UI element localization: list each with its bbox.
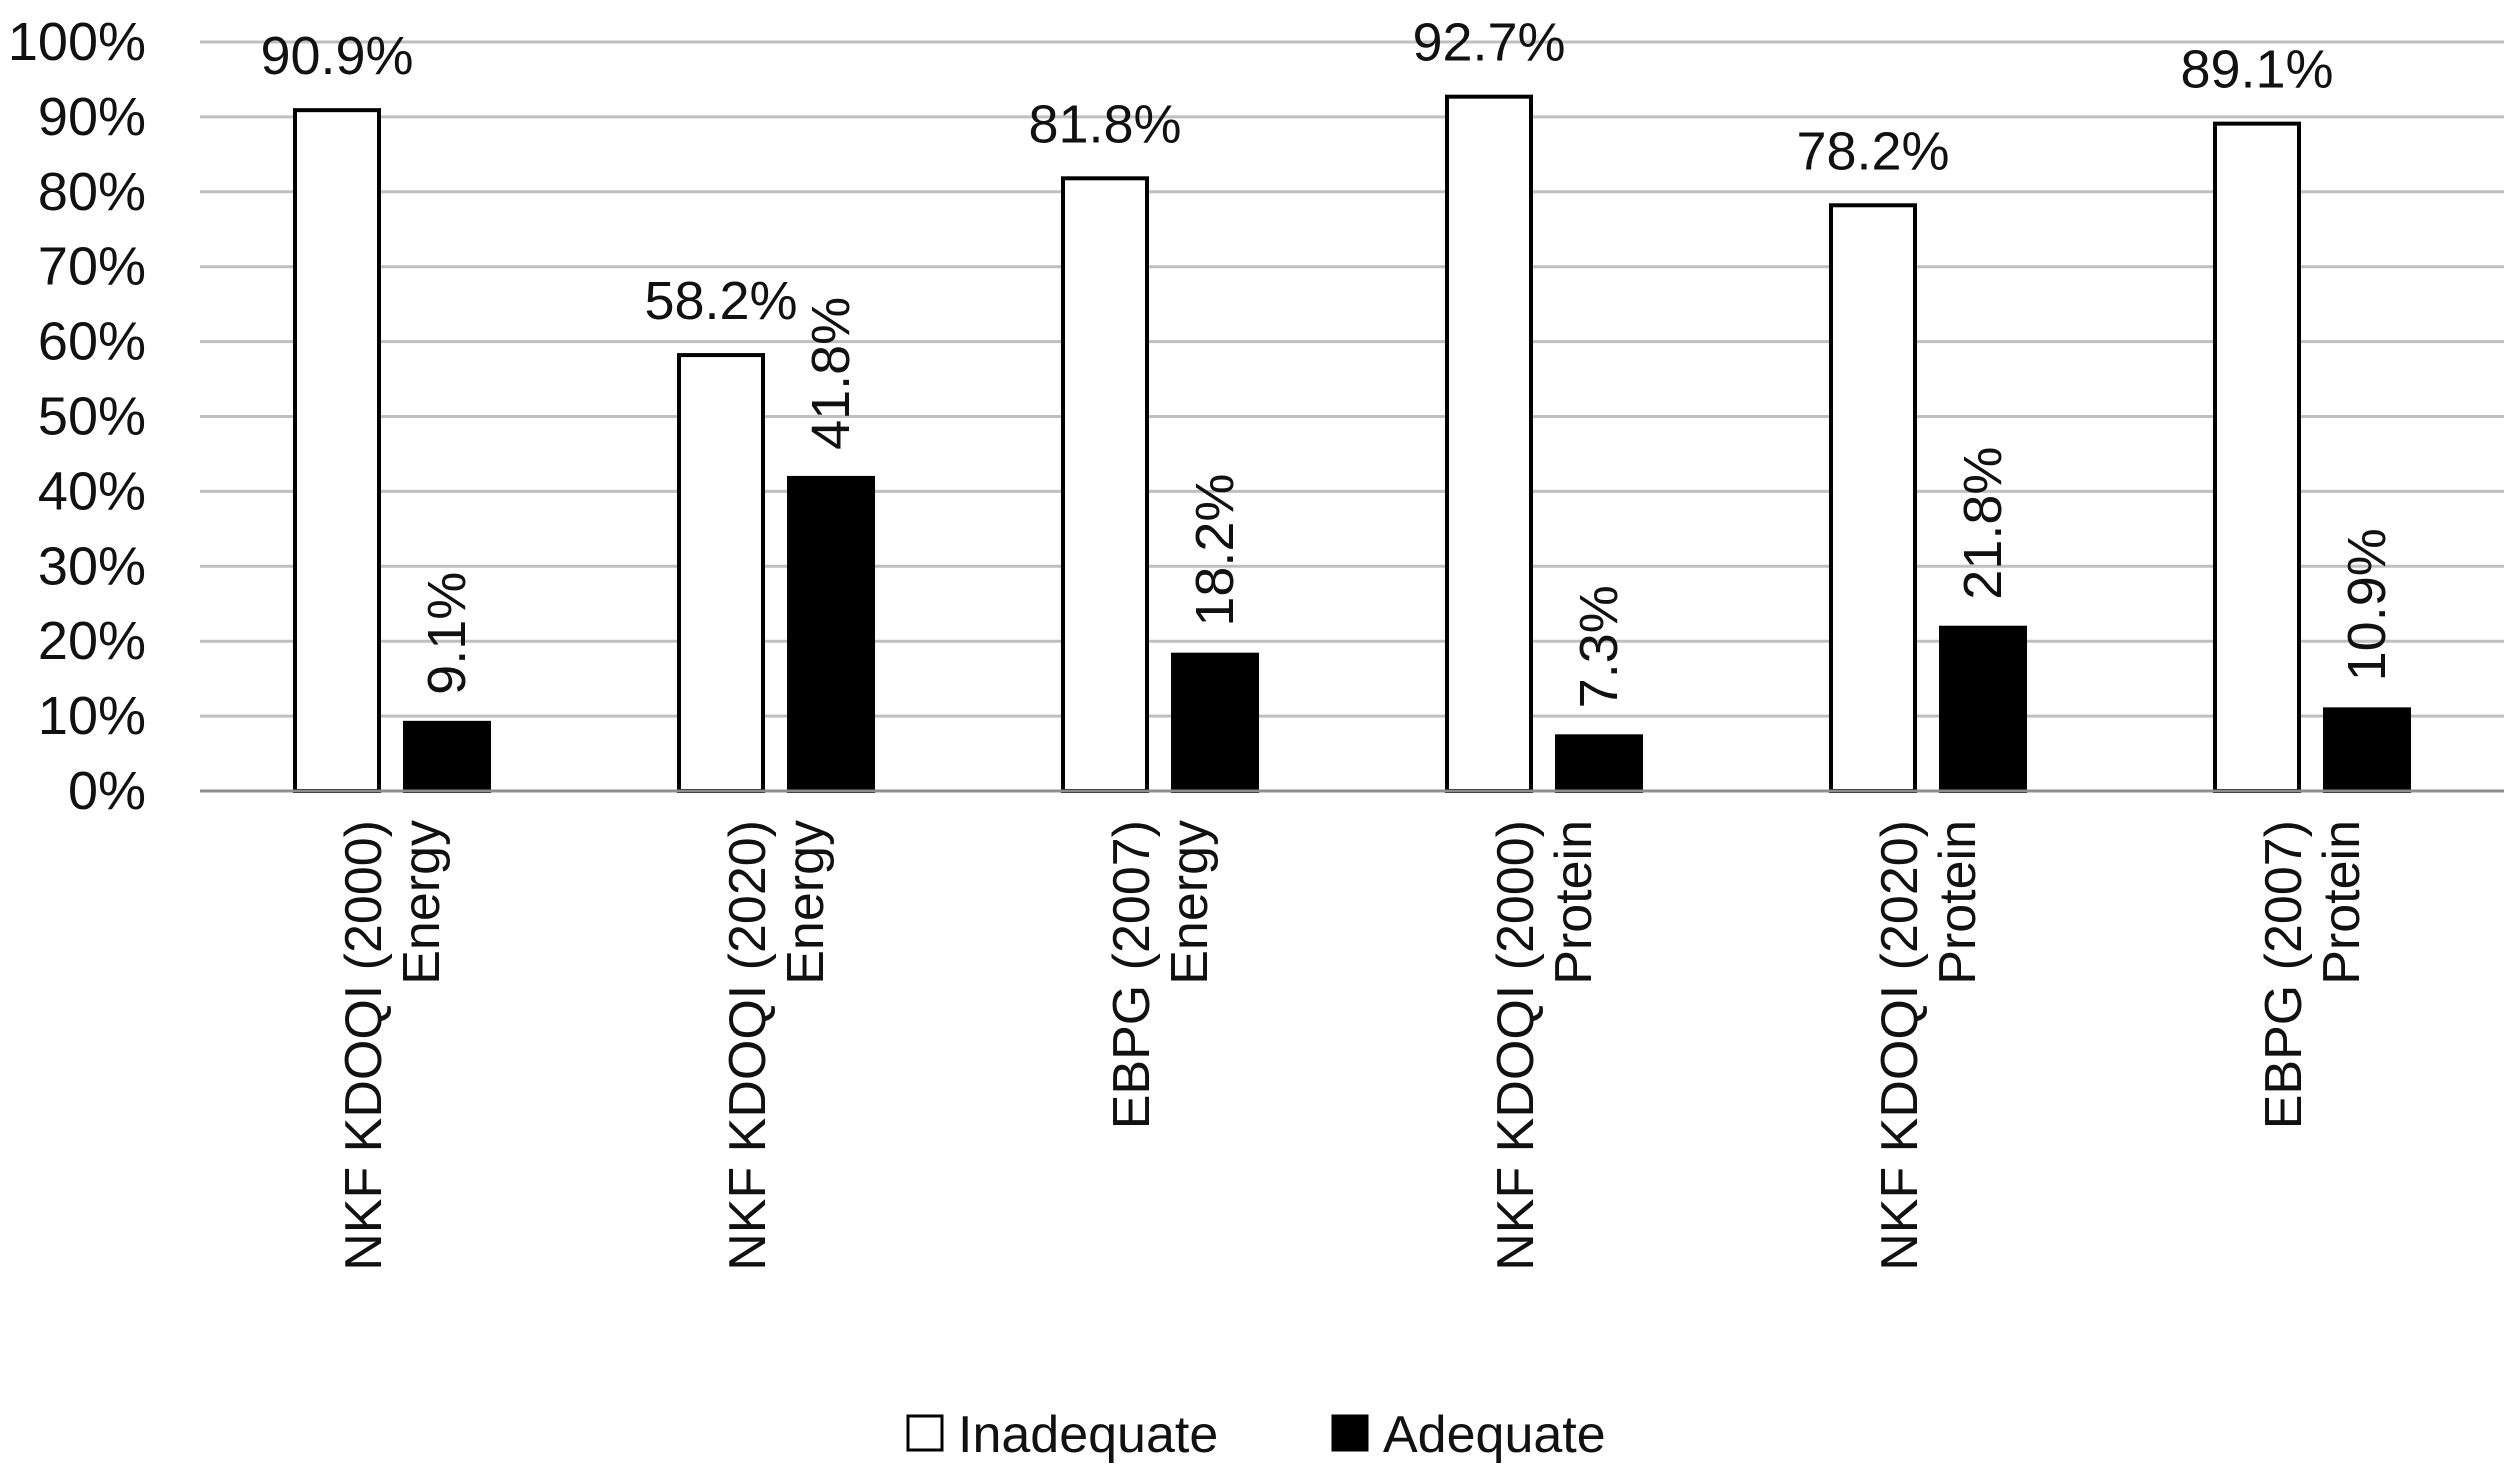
bar-adequate <box>1555 734 1643 793</box>
category-label: EBPG (2007) <box>1103 820 1161 1129</box>
bar-adequate <box>1939 625 2027 794</box>
data-label: 10.9% <box>2337 528 2397 681</box>
y-tick-label: 70% <box>38 237 146 297</box>
y-tick-label: 10% <box>38 686 146 746</box>
bar-inadequate <box>1061 176 1149 793</box>
category-label: Energy <box>1161 820 1219 985</box>
data-label: 41.8% <box>801 297 861 450</box>
bar-adequate <box>787 475 875 793</box>
bar-inadequate <box>293 108 381 793</box>
bar-inadequate <box>1445 94 1533 793</box>
y-axis-tick-labels: 0% 10% 20% 30% 40% 50% 60% 70% 80% 90% 100% <box>8 12 146 821</box>
data-label: 21.8% <box>1953 447 2013 600</box>
data-label: 9.1% <box>417 572 477 695</box>
legend-label: Inadequate <box>958 1406 1218 1464</box>
data-label: 92.7% <box>1412 13 1565 73</box>
legend-swatch-inadequate <box>906 1414 944 1452</box>
y-tick-label: 80% <box>38 162 146 222</box>
y-tick-label: 30% <box>38 536 146 596</box>
bar-adequate <box>1171 652 1259 793</box>
category-label: NKF KDOQI (2000) <box>1487 820 1545 1271</box>
category-label: Energy <box>777 820 835 985</box>
data-label: 58.2% <box>644 271 797 331</box>
bar-inadequate <box>677 353 765 793</box>
y-tick-label: 40% <box>38 461 146 521</box>
data-label: 78.2% <box>1796 121 1949 181</box>
legend-label: Adequate <box>1383 1406 1606 1464</box>
category-label: Energy <box>393 820 451 985</box>
x-axis-category-labels: NKF KDOQI (2000) Energy NKF KDOQI (2020) En… <box>335 820 2371 1271</box>
category-label: NKF KDOQI (2020) <box>719 820 777 1271</box>
category-label: EBPG (2007) <box>2255 820 2313 1129</box>
bars <box>293 94 2411 794</box>
bar-adequate <box>2323 707 2411 794</box>
data-label: 18.2% <box>1185 474 1245 627</box>
data-labels: 90.9% 9.1% 58.2% 41.8% 81.8% 18.2% 92.7% 7.3% 78… <box>260 13 2397 709</box>
y-tick-label: 20% <box>38 611 146 671</box>
y-tick-label: 90% <box>38 87 146 147</box>
category-label: NKF KDOQI (2000) <box>335 820 393 1271</box>
gridlines <box>200 40 2504 718</box>
data-label: 89.1% <box>2180 40 2333 100</box>
bar-adequate <box>403 720 491 793</box>
bar-inadequate <box>2213 121 2301 794</box>
bar-inadequate <box>1829 203 1917 794</box>
category-label: NKF KDOQI (2020) <box>1871 820 1929 1271</box>
category-label: Protein <box>1929 820 1987 985</box>
category-label: Protein <box>2313 820 2371 985</box>
legend-swatch-adequate <box>1331 1414 1369 1452</box>
category-label: Protein <box>1545 820 1603 985</box>
data-label: 90.9% <box>260 26 413 86</box>
data-label: 81.8% <box>1028 94 1181 154</box>
data-label: 7.3% <box>1569 585 1629 708</box>
y-tick-label: 0% <box>68 761 146 821</box>
y-tick-label: 60% <box>38 312 146 372</box>
y-tick-label: 50% <box>38 387 146 447</box>
legend: Inadequate Adequate <box>906 1406 1606 1464</box>
y-tick-label: 100% <box>8 12 146 72</box>
